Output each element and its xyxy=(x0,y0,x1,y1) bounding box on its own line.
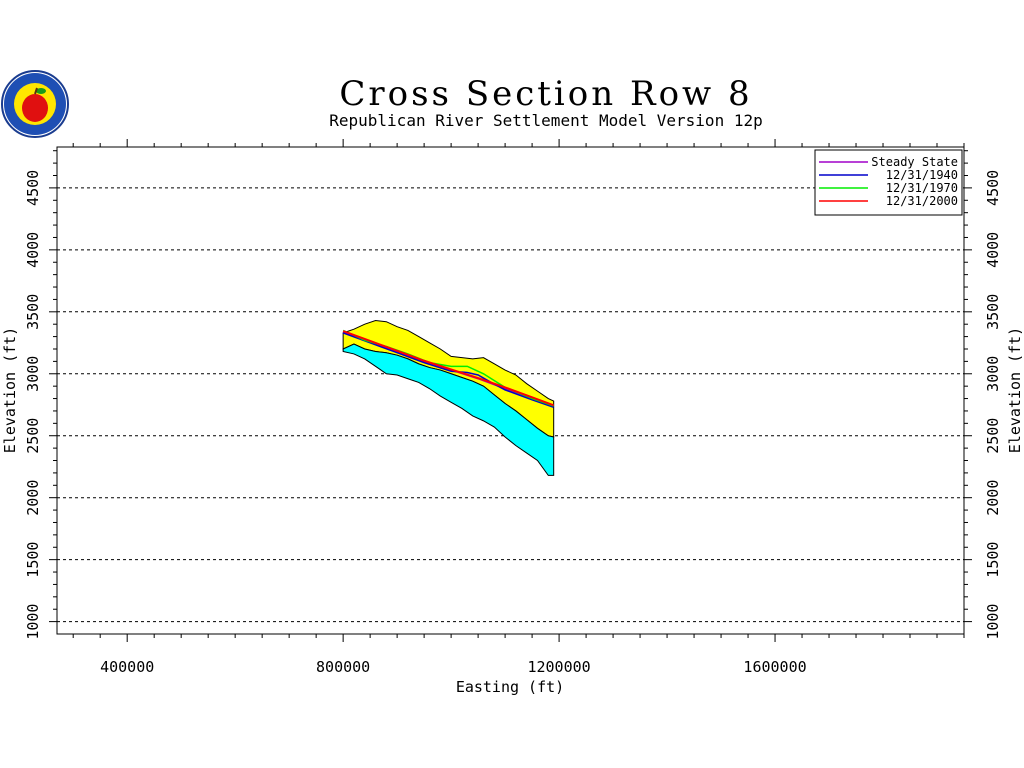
x-tick-label: 1200000 xyxy=(527,658,590,676)
chart-subtitle: Republican River Settlement Model Versio… xyxy=(329,111,762,130)
y-tick-label-left: 4000 xyxy=(24,232,42,268)
legend-label: Steady State xyxy=(871,155,958,169)
x-tick-label: 1600000 xyxy=(743,658,806,676)
y-tick-label-left: 3000 xyxy=(24,356,42,392)
x-axis-label: Easting (ft) xyxy=(456,678,564,696)
y-tick-label-left: 1500 xyxy=(24,542,42,578)
apple-icon xyxy=(22,94,48,122)
y-tick-label-left: 4500 xyxy=(24,170,42,206)
y-tick-label-right: 2000 xyxy=(984,480,1002,516)
y-tick-label-left: 3500 xyxy=(24,294,42,330)
legend: Steady State12/31/194012/31/197012/31/20… xyxy=(814,149,963,216)
series-line-3 xyxy=(342,330,555,407)
y-tick-label-right: 1500 xyxy=(984,542,1002,578)
y-tick-label-right: 4000 xyxy=(984,232,1002,268)
y-axis-label-right: Elevation (ft) xyxy=(1006,327,1024,453)
series-line-1 xyxy=(342,332,554,408)
legend-label: 12/31/1940 xyxy=(886,168,958,182)
legend-label: 12/31/2000 xyxy=(886,194,958,208)
x-tick-label: 400000 xyxy=(100,658,154,676)
series-lines xyxy=(342,329,555,408)
legend-label: 12/31/1970 xyxy=(886,181,958,195)
y-tick-label-right: 3500 xyxy=(984,294,1002,330)
grid-lines xyxy=(57,187,964,623)
y-tick-label-left: 1000 xyxy=(24,604,42,640)
y-tick-label-right: 3000 xyxy=(984,356,1002,392)
axis-ticks: 400000 800000 1200000 1600000 1000 1000 1500 15… xyxy=(24,139,1002,676)
x-tick-label: 800000 xyxy=(316,658,370,676)
y-tick-label-right: 1000 xyxy=(984,604,1002,640)
y-tick-label-right: 2500 xyxy=(984,418,1002,454)
y-tick-label-left: 2000 xyxy=(24,480,42,516)
chart-title: Cross Section Row 8 xyxy=(339,74,752,114)
y-axis-label-left: Elevation (ft) xyxy=(1,327,19,453)
plot-frame xyxy=(56,146,965,635)
y-tick-label-right: 4500 xyxy=(984,170,1002,206)
y-tick-label-left: 2500 xyxy=(24,418,42,454)
legend-box xyxy=(814,149,963,216)
bottom-layer-fill xyxy=(342,343,555,476)
agency-seal-logo xyxy=(1,70,69,138)
